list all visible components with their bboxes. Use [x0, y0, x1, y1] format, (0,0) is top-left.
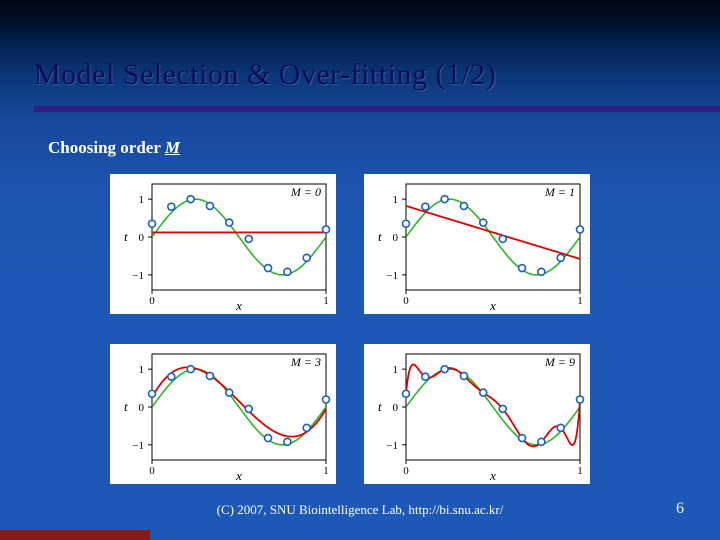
- slide-subtitle: Choosing order M: [48, 138, 180, 158]
- svg-text:t: t: [378, 229, 382, 244]
- svg-text:M = 1: M = 1: [544, 185, 575, 199]
- slide-title: Model Selection & Over-fitting (1/2): [34, 58, 720, 92]
- title-band: Model Selection & Over-fitting (1/2): [34, 48, 720, 112]
- svg-text:x: x: [489, 468, 496, 483]
- svg-text:−1: −1: [386, 270, 398, 282]
- subtitle-variable: M: [165, 138, 180, 157]
- chart-panel: −1 0 1 0 1 t x M = 1: [364, 174, 590, 314]
- chart-panel: −1 0 1 0 1 t x M = 3: [110, 344, 336, 484]
- footer-text: (C) 2007, SNU Biointelligence Lab, http:…: [0, 502, 720, 518]
- svg-text:1: 1: [577, 295, 583, 307]
- svg-text:0: 0: [403, 465, 409, 477]
- svg-text:x: x: [489, 298, 496, 313]
- svg-text:1: 1: [323, 465, 329, 477]
- svg-text:0: 0: [149, 465, 155, 477]
- svg-text:−1: −1: [132, 270, 144, 282]
- chart-panel-1: −1 0 1 0 1 t x M = 1: [364, 174, 590, 314]
- chart-panel-2: −1 0 1 0 1 t x M = 3: [110, 344, 336, 484]
- svg-text:t: t: [124, 229, 128, 244]
- chart-panel: −1 0 1 0 1 t x M = 0: [110, 174, 336, 314]
- svg-text:0: 0: [393, 232, 399, 244]
- svg-text:1: 1: [139, 194, 145, 206]
- svg-text:t: t: [124, 399, 128, 414]
- svg-text:0: 0: [139, 402, 145, 414]
- svg-text:1: 1: [393, 364, 399, 376]
- svg-text:1: 1: [577, 465, 583, 477]
- svg-text:t: t: [378, 399, 382, 414]
- svg-text:M = 9: M = 9: [544, 355, 575, 369]
- accent-bar: [0, 530, 150, 540]
- svg-text:0: 0: [139, 232, 145, 244]
- chart-grid: −10101txM = 0−10101txM = 1−10101txM = 3−…: [110, 174, 590, 484]
- svg-text:x: x: [235, 468, 242, 483]
- svg-text:0: 0: [393, 402, 399, 414]
- chart-panel: −1 0 1 0 1 t x M = 9: [364, 344, 590, 484]
- svg-text:0: 0: [403, 295, 409, 307]
- svg-text:1: 1: [393, 194, 399, 206]
- page-number: 6: [676, 500, 684, 518]
- svg-text:1: 1: [323, 295, 329, 307]
- chart-panel-0: −1 0 1 0 1 t x M = 0: [110, 174, 336, 314]
- svg-text:1: 1: [139, 364, 145, 376]
- svg-text:0: 0: [149, 295, 155, 307]
- svg-text:M = 0: M = 0: [290, 185, 321, 199]
- svg-text:x: x: [235, 298, 242, 313]
- svg-text:−1: −1: [386, 440, 398, 452]
- svg-text:−1: −1: [132, 440, 144, 452]
- chart-panel-3: −1 0 1 0 1 t x M = 9: [364, 344, 590, 484]
- slide: Model Selection & Over-fitting (1/2) Cho…: [0, 0, 720, 540]
- subtitle-prefix: Choosing order: [48, 138, 165, 157]
- svg-text:M = 3: M = 3: [290, 355, 321, 369]
